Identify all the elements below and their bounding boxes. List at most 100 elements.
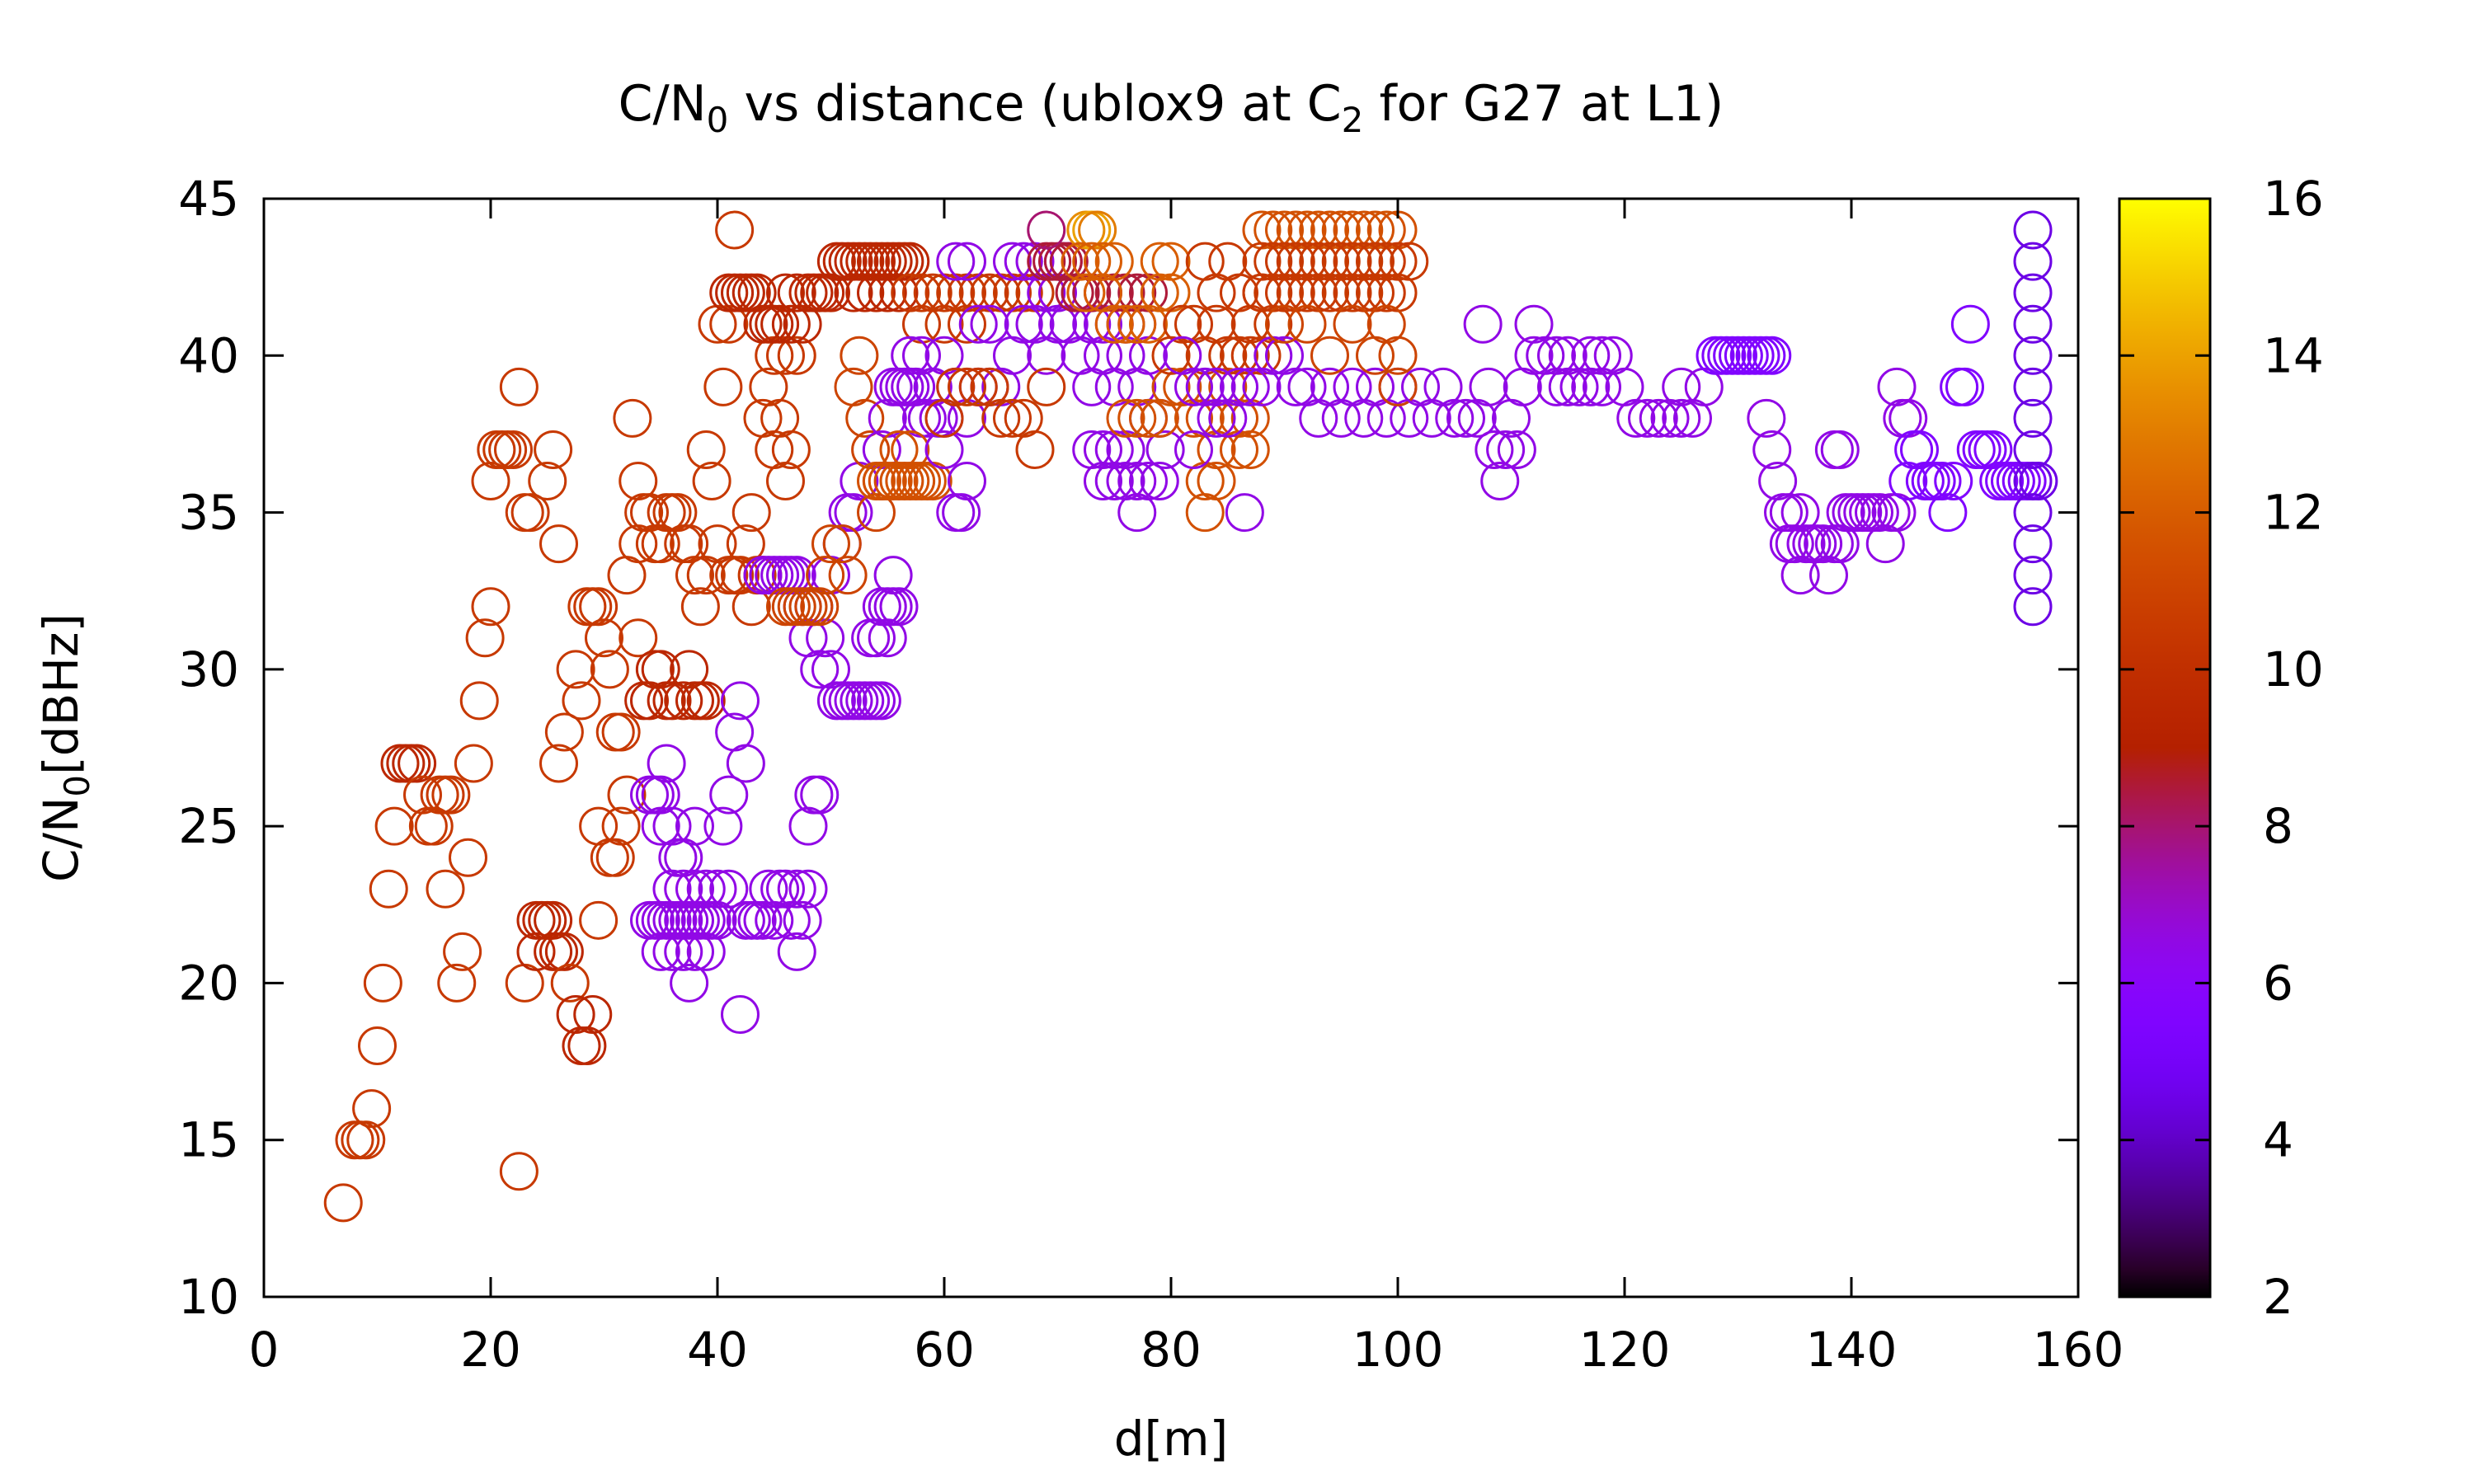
- data-point: [1027, 367, 1066, 406]
- data-point: [2019, 462, 2058, 501]
- data-point: [1820, 430, 1860, 469]
- data-point: [499, 367, 539, 406]
- data-point: [647, 744, 686, 783]
- data-point: [840, 336, 879, 375]
- data-point: [2013, 556, 2053, 595]
- data-point: [771, 430, 811, 469]
- data-point: [459, 681, 499, 721]
- data-point: [1366, 304, 1406, 344]
- data-point: [664, 681, 703, 721]
- data-point: [731, 493, 771, 533]
- data-point: [1310, 336, 1349, 375]
- data-point: [1004, 304, 1043, 344]
- data-point: [323, 1183, 363, 1223]
- data-point: [556, 650, 595, 689]
- data-point: [1084, 242, 1122, 281]
- x-tick-label: 100: [1352, 1322, 1444, 1378]
- data-point: [902, 273, 941, 312]
- data-point: [374, 806, 414, 846]
- data-point: [680, 587, 720, 627]
- data-point: [369, 869, 408, 909]
- y-tick-label: 40: [178, 327, 239, 383]
- x-tick-label: 160: [2033, 1322, 2124, 1378]
- data-point: [675, 556, 714, 595]
- data-point: [358, 1026, 397, 1066]
- data-point: [879, 273, 919, 312]
- data-point: [675, 932, 714, 971]
- data-point: [726, 744, 765, 783]
- colorbar-ticks: 2 4 6 8 10 12 14 16: [2119, 171, 2324, 1325]
- data-point: [1628, 398, 1667, 438]
- data-point: [1163, 304, 1202, 344]
- y-tick-label: 45: [178, 171, 239, 227]
- data-point: [1265, 304, 1304, 344]
- colorbar-tick-label: 16: [2263, 171, 2324, 227]
- data-point: [715, 210, 755, 250]
- data-point: [1015, 430, 1055, 469]
- data-point: [1860, 493, 1899, 533]
- data-point: [585, 618, 623, 658]
- data-point: [777, 336, 816, 375]
- data-point: [641, 932, 680, 971]
- data-point: [1804, 524, 1843, 564]
- colorbar-tick-label: 14: [2263, 327, 2324, 383]
- data-point: [618, 618, 658, 658]
- data-point: [721, 994, 760, 1034]
- colorbar-tick-label: 10: [2263, 641, 2324, 697]
- data-point: [397, 744, 437, 783]
- data-point: [1094, 462, 1134, 501]
- data-point: [924, 398, 964, 438]
- data-point: [800, 650, 840, 689]
- data-point: [891, 336, 930, 375]
- data-point: [845, 273, 885, 312]
- data-point: [590, 650, 629, 689]
- data-point: [1106, 398, 1145, 438]
- data-point: [1084, 462, 1122, 501]
- data-point: [1446, 398, 1485, 438]
- data-point: [942, 493, 981, 533]
- data-point: [868, 618, 907, 658]
- data-point: [1571, 336, 1611, 375]
- data-point: [1242, 273, 1282, 312]
- data-point: [1775, 524, 1814, 564]
- data-point: [1174, 430, 1213, 469]
- data-point: [1514, 336, 1554, 375]
- data-point: [924, 430, 964, 469]
- data-point: [1928, 493, 1968, 533]
- data-point: [721, 681, 760, 721]
- data-point: [2013, 367, 2053, 406]
- data-point: [539, 524, 578, 564]
- data-point: [652, 681, 692, 721]
- data-point: [948, 367, 986, 406]
- data-point: [1117, 493, 1157, 533]
- data-point: [806, 556, 845, 595]
- data-point: [454, 744, 493, 783]
- data-point: [1780, 493, 1820, 533]
- colorbar-tick-label: 2: [2263, 1269, 2293, 1325]
- data-point: [936, 242, 976, 281]
- data-point: [777, 273, 816, 312]
- data-point: [958, 367, 998, 406]
- data-point: [431, 775, 471, 815]
- data-point: [652, 869, 692, 909]
- data-point: [2013, 242, 2053, 281]
- data-point: [1769, 493, 1808, 533]
- y-tick-label: 25: [178, 798, 239, 854]
- data-point: [562, 681, 601, 721]
- data-point: [1061, 242, 1100, 281]
- x-tick-label: 0: [249, 1322, 280, 1378]
- data-point: [800, 587, 840, 627]
- x-tick-label: 120: [1579, 1322, 1671, 1378]
- data-point: [595, 838, 635, 877]
- data-point: [686, 932, 726, 971]
- data-point: [993, 398, 1032, 438]
- data-point: [465, 618, 505, 658]
- data-point: [2013, 210, 2053, 250]
- y-tick-label: 20: [178, 955, 239, 1011]
- data-point: [613, 398, 652, 438]
- x-axis: 0 20 40 60 80 100 120 140 160: [249, 199, 2124, 1378]
- data-point: [641, 806, 680, 846]
- data-point: [652, 932, 692, 971]
- data-point: [670, 524, 709, 564]
- x-tick-label: 140: [1806, 1322, 1898, 1378]
